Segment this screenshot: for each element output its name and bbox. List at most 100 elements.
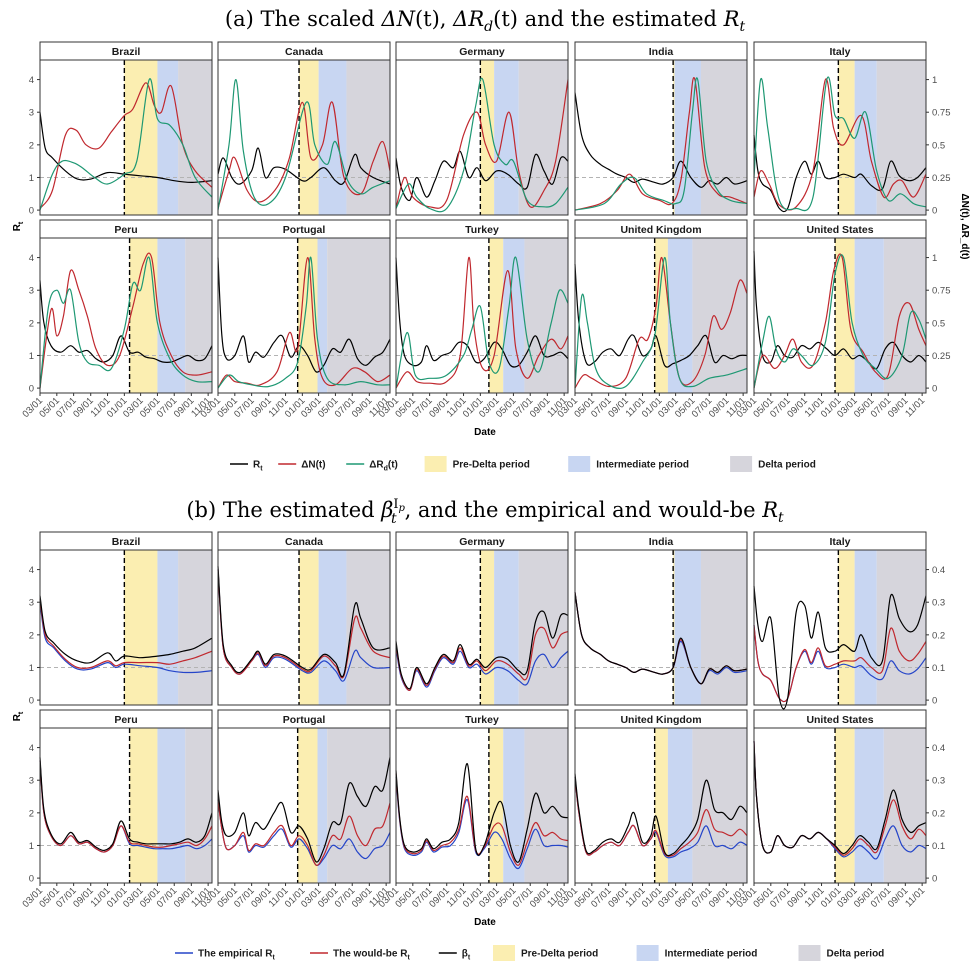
legend-swatch-rect [493,945,515,961]
title-part: R [723,7,740,31]
panel-germany: Germany [396,532,568,705]
y-axis-title-sub: t [18,221,25,224]
intermediate-band [494,550,519,705]
delta-band [524,238,568,393]
title-part: , and the empirical and would-be [405,498,763,522]
title-part: (t) [493,7,518,31]
legend-label: ΔN(t) [301,460,325,471]
legend-label-sub: t [272,955,275,962]
legend-label-main: ΔN(t) [301,460,325,471]
legend-label: Rt [253,460,263,473]
strip-label: India [649,536,674,548]
panel-brazil: Brazil01234 [29,532,212,707]
y2-tick-label: 0.3 [932,598,945,609]
delta-band [701,60,747,215]
strip-label: Brazil [112,536,141,548]
intermediate-band [157,728,185,883]
intermediate-band [855,60,877,215]
y2-tick-label: 0.2 [932,630,945,641]
y2-tick-label: 0.3 [932,776,945,787]
strip-label: Canada [285,536,323,548]
y-tick-label: 0 [29,874,34,885]
y2-tick-label: 0 [932,384,937,395]
panel-portugal: Portugal03/0105/0107/0109/0111/0101/0103… [199,710,392,910]
y-tick-label: 2 [29,630,34,641]
panel-united-kingdom: United Kingdom03/0105/0107/0109/0111/010… [556,220,749,420]
y2-tick-label: 0.5 [932,140,945,151]
strip-label: Germany [459,536,505,548]
pre-delta-band [130,728,158,883]
legend-label: Intermediate period [665,949,758,960]
pre-delta-band [835,728,855,883]
strip-label: Portugal [283,714,326,726]
panel-canada: Canada [218,42,390,215]
x-tick-label: 11/01 [903,885,927,909]
y-tick-label: 0 [29,384,34,395]
panel-turkey: Turkey03/0105/0107/0109/0111/0101/0103/0… [377,710,570,910]
y-tick-label: 3 [29,776,34,787]
strip-label: Germany [459,46,505,58]
y2-tick-label: 1 [932,75,937,86]
strip-label: United Kingdom [620,714,701,726]
y2-tick-label: 0.4 [932,743,945,754]
intermediate-band [855,550,877,705]
legend-label-sub: t [407,955,410,962]
legend-label: Delta period [827,949,885,960]
pre-delta-band [838,60,854,215]
legend-label-suffix: (t) [388,460,398,471]
strip-label: United Kingdom [620,224,701,236]
intermediate-band [855,728,884,883]
y2-tick-label: 1 [932,253,937,264]
panel-italy: Italy00.10.20.30.4 [754,532,945,709]
legend-swatch-rect [637,945,659,961]
legend-swatch-rect [799,945,821,961]
delta-band [524,728,568,883]
y2-tick-label: 0.1 [932,663,945,674]
delta-band [185,728,212,883]
pre-delta-band [124,550,157,705]
pre-delta-band [838,550,854,705]
delta-band [185,238,212,393]
legend-label-main: The empirical R [198,949,273,960]
title-part: ΔR [452,7,484,31]
x-axis-title: Date [474,427,496,438]
y-tick-label: 3 [29,286,34,297]
y-tick-label: 2 [29,318,34,329]
strip-label: United States [806,714,873,726]
pre-delta-band [130,238,158,393]
y2-axis-title-text: ΔN(t), ΔR_d(t) [959,193,970,259]
y2-axis-title: ΔN(t), ΔR_d(t) [959,193,970,259]
legend-label: ΔRd(t) [369,460,398,473]
title-part: R [761,498,778,522]
intermediate-band [675,550,701,705]
figure-title-b: (b) The estimated βIp t, and the empirica… [186,497,784,527]
strip-label: Canada [285,46,323,58]
y2-tick-label: 0.25 [932,173,951,184]
panel-india: India [575,42,747,215]
panel-india: India [575,532,747,705]
title-part: ΔN [380,7,415,31]
y-tick-label: 4 [29,75,34,86]
y-tick-label: 4 [29,565,34,576]
y2-tick-label: 0 [932,874,937,885]
legend-label: The would-be Rt [333,949,410,962]
panel-united-kingdom: United Kingdom03/0105/0107/0109/0111/010… [556,710,749,910]
y2-tick-label: 0 [932,696,937,707]
intermediate-band [668,238,693,393]
strip-label: Portugal [283,224,326,236]
strip-label: Italy [829,46,850,58]
legend-label: Pre-Delta period [521,949,598,960]
y-tick-label: 2 [29,808,34,819]
legend-label: Intermediate period [596,460,689,471]
title-part: (a) The scaled [225,7,382,31]
title-sub: t [391,511,397,527]
legend-label-sub: t [468,955,471,962]
delta-band [877,60,926,215]
y-axis-title: Rt [12,221,25,231]
legend-swatch-rect [425,456,447,472]
strip-label: Turkey [465,224,499,236]
delta-band [327,728,390,883]
y-tick-label: 1 [29,351,34,362]
y2-tick-label: 0 [932,206,937,217]
